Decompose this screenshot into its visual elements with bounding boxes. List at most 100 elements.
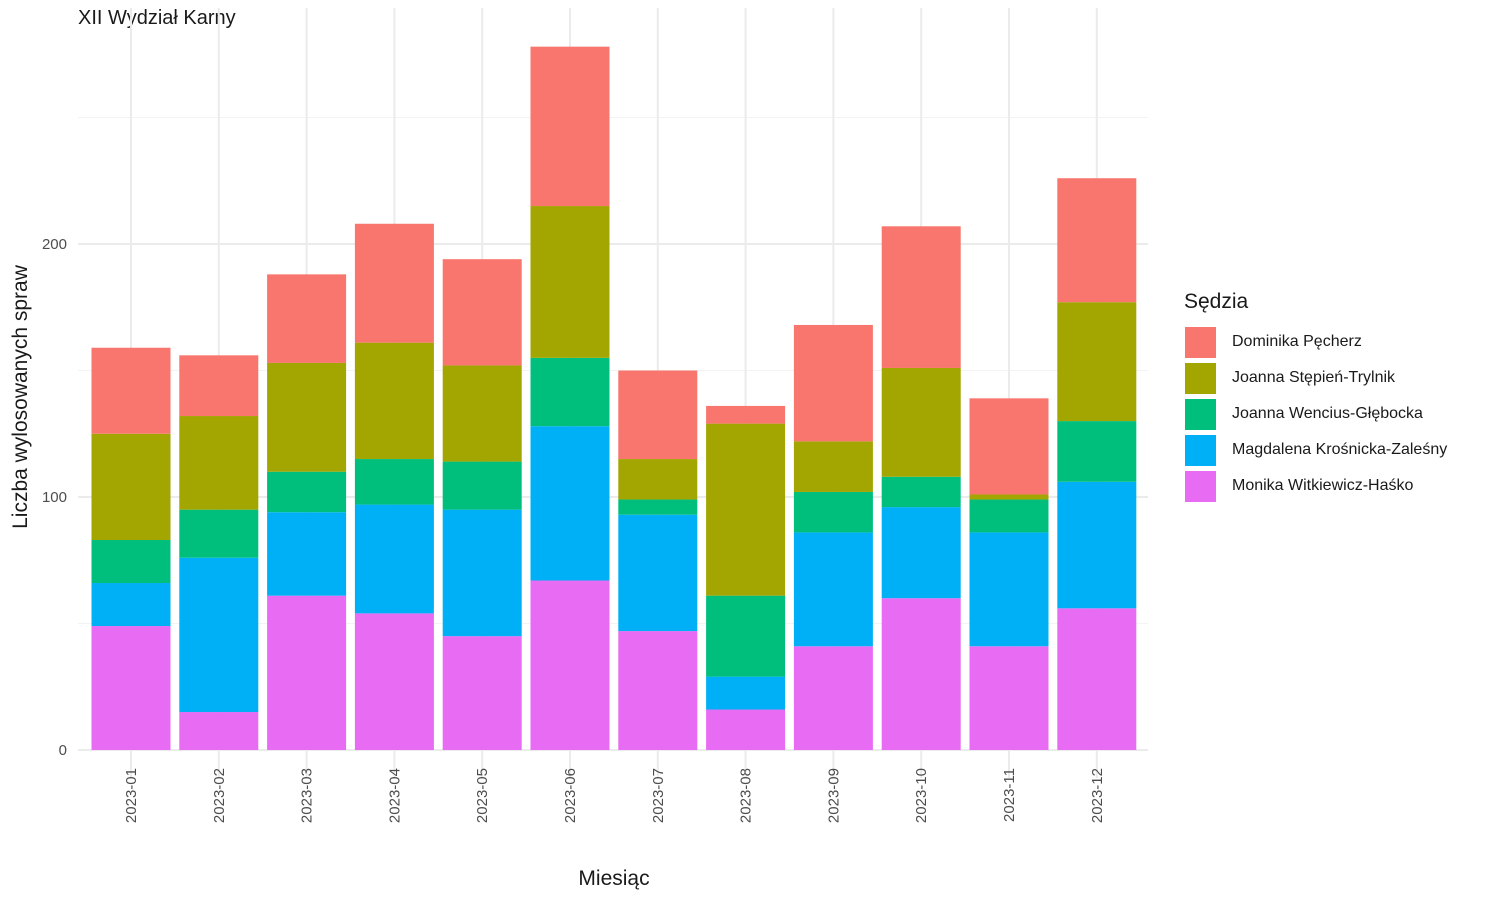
bar-segment [618,499,698,515]
bar-segment [618,459,698,500]
bar-segment [91,626,171,750]
x-tick-label: 2023-01 [123,768,140,823]
legend-item: Magdalena Krośnicka-Zaleśny [1184,432,1447,468]
y-tick-label: 0 [59,742,67,759]
bar-segment [91,583,171,627]
bar-segment [442,509,522,637]
legend-item: Dominika Pęcherz [1184,324,1447,360]
legend-swatch [1184,397,1217,431]
bar-segment [1057,421,1137,482]
bar-segment [442,259,522,366]
x-tick-label: 2023-10 [913,768,930,823]
x-tick-label: 2023-06 [562,768,579,823]
legend-swatch [1184,325,1217,359]
legend-label: Joanna Wencius-Głębocka [1232,405,1423,422]
bar-segment [179,355,259,417]
legend-label: Monika Witkiewicz-Haśko [1232,477,1414,494]
bar-segment [354,459,434,505]
x-tick-label: 2023-07 [650,768,667,823]
bar-segment [530,46,610,207]
bar-segment [881,367,961,477]
bar-segment [793,441,873,492]
bar-segment [881,507,961,599]
legend-swatch [1184,361,1217,395]
bar-segment [618,631,698,750]
x-tick-label: 2023-05 [474,768,491,823]
bar-segment [793,532,873,647]
x-tick-label: 2023-08 [738,768,755,823]
bar-segment [530,357,610,427]
bar-segment [354,342,434,460]
bar-segment [179,509,259,558]
bar-segment [969,398,1049,495]
bar-segment [1057,178,1137,303]
bar-segment [442,365,522,462]
bar-segment [179,712,259,750]
bar-segment [706,405,786,424]
bar-segment [793,491,873,533]
bar-segment [267,362,347,472]
legend-label: Dominika Pęcherz [1232,333,1362,350]
bar-segment [969,646,1049,750]
bar-segment [354,223,434,343]
bar-segment [267,274,347,363]
bar-segment [267,471,347,513]
bar-segment [530,580,610,750]
bar-segment [1057,302,1137,422]
y-tick-label: 200 [42,236,67,253]
x-tick-label: 2023-02 [211,768,228,823]
bars [91,46,1137,750]
bar-segment [354,504,434,614]
y-axis-label: Liczba wylosowanych spraw [9,264,32,529]
bar-segment [91,433,171,541]
bar-segment [267,512,347,596]
legend: Sędzia Dominika Pęcherz Joanna Stępień-Tr… [1184,290,1447,504]
bar-segment [881,226,961,368]
legend-label: Joanna Stępień-Trylnik [1232,369,1396,386]
bar-segment [442,461,522,510]
chart-title: XII Wydział Karny [78,7,236,29]
bar-segment [618,514,698,632]
x-axis-label: Miesiąc [578,867,649,890]
bar-segment [91,540,171,584]
y-axis-ticks: 0 100 200 [42,236,67,759]
bar-segment [1057,608,1137,750]
legend-item: Joanna Wencius-Głębocka [1184,396,1447,432]
bar-segment [969,532,1049,647]
bar-segment [969,499,1049,533]
x-tick-label: 2023-11 [1001,768,1018,822]
legend-item: Joanna Stępień-Trylnik [1184,360,1447,396]
x-tick-label: 2023-03 [299,768,316,823]
bar-segment [179,416,259,510]
bar-segment [618,370,698,460]
bar-segment [1057,481,1137,609]
legend-swatch [1184,469,1217,503]
legend-item: Monika Witkiewicz-Haśko [1184,468,1447,504]
bar-segment [530,426,610,581]
bar-segment [706,709,786,750]
x-axis-ticks: 2023-01 2023-02 2023-03 2023-04 2023-05 2023-… [123,768,1106,823]
y-tick-label: 100 [42,489,67,506]
bar-segment [706,676,786,710]
bar-segment [442,636,522,750]
bar-segment [267,595,347,750]
bar-segment [881,476,961,508]
bar-segment [530,206,610,358]
x-tick-label: 2023-09 [825,768,842,823]
legend-title: Sędzia [1184,290,1249,313]
legend-swatch [1184,433,1217,467]
bar-segment [179,557,259,713]
bar-segment [793,646,873,750]
bar-segment [354,613,434,750]
bar-segment [793,324,873,442]
bar-segment [91,347,171,434]
legend-items: Dominika Pęcherz Joanna Stępień-Trylnik Jo… [1184,324,1447,504]
bar-segment [969,494,1049,500]
x-tick-label: 2023-12 [1089,768,1106,823]
x-tick-label: 2023-04 [386,768,403,823]
bar-segment [706,595,786,677]
bar-segment [706,423,786,596]
legend-label: Magdalena Krośnicka-Zaleśny [1232,441,1448,458]
bar-segment [881,598,961,750]
